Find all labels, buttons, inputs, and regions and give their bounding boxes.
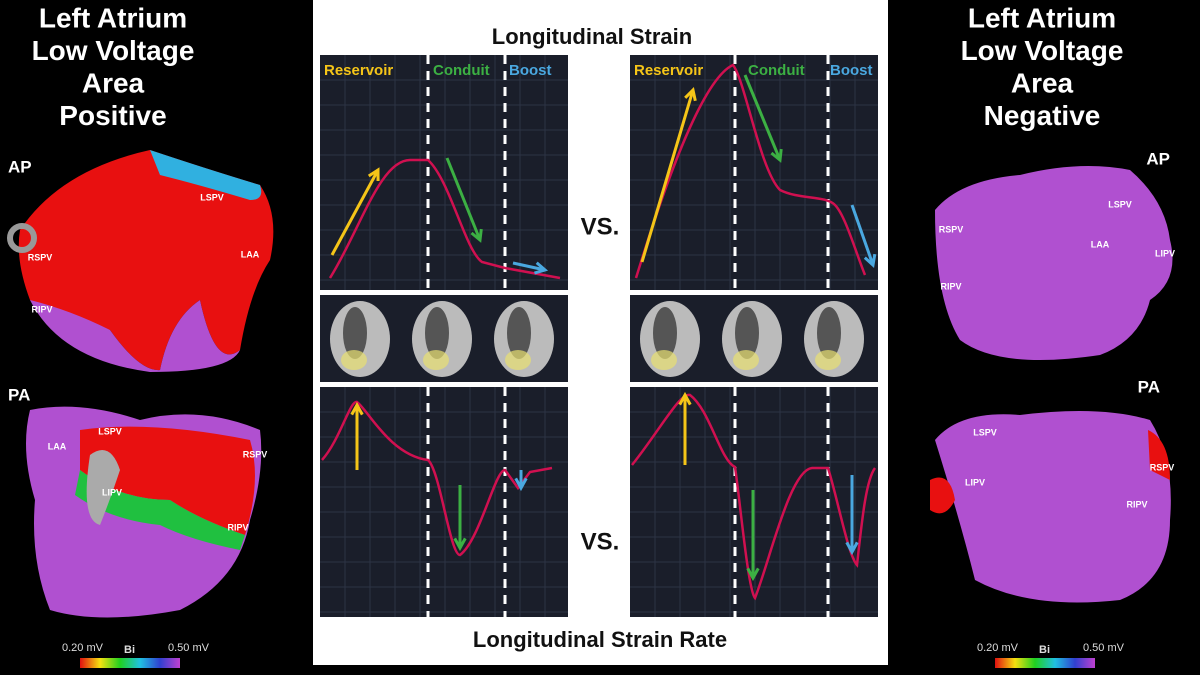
region-label: RSPV [28,252,53,262]
strain-rate-title: Longitudinal Strain Rate [473,627,727,652]
phase-label: Boost [830,62,873,79]
phase-label: Reservoir [634,62,703,79]
region-label: RIPV [940,281,961,291]
strain-curve [634,63,867,279]
region-label: LIPV [1155,248,1175,258]
echo-chamber [817,307,841,359]
phase-label: Conduit [433,62,490,79]
arrow-head [350,401,364,416]
echo-chamber [507,307,531,359]
heart-map [18,150,274,371]
region-label: LAA [48,441,67,451]
scale-name: Bi [124,644,135,656]
arrow-head [746,567,760,582]
region-label: RSPV [243,449,268,459]
atrium-highlight [341,350,367,370]
arrow-head [863,253,877,268]
panel-title: Low Voltage [32,35,195,66]
panel-title: Positive [59,100,166,131]
region-label: LSPV [973,427,997,437]
phase-arrow [445,157,482,241]
panel-title: Negative [984,100,1101,131]
region-label: LSPV [1108,199,1132,209]
panel-title: Left Atrium [968,2,1116,33]
graph-panel [320,55,568,290]
comparison: VS. [581,528,620,555]
phase-arrow [850,204,875,266]
region-label: RIPV [227,522,248,532]
arrow-head [684,87,697,102]
vein [86,450,120,525]
scale-min: 0.20 mV [977,642,1019,654]
heart-map [150,150,262,200]
region-label: LAA [1091,239,1110,249]
arrow-head [453,537,467,552]
region-label: LAA [241,249,260,259]
arrow-head [367,167,380,182]
phase-arrow [512,261,546,272]
heart-map [935,166,1173,360]
region-label: LSPV [98,426,122,436]
atrium-highlight [651,350,677,370]
view-label: AP [8,157,32,176]
color-bar [80,658,180,668]
panel-title: Area [82,67,145,98]
region-label: RIPV [1126,499,1147,509]
arrow-head [514,477,528,492]
scale-min: 0.20 mV [62,642,104,654]
region-label: LSPV [200,192,224,202]
region-label: LIPV [965,477,985,487]
scale-name: Bi [1039,644,1050,656]
heart-map [75,470,245,550]
phase-arrow [330,169,380,256]
color-bar [995,658,1095,668]
atrium-highlight [733,350,759,370]
arrow-head [470,228,483,243]
echo-chamber [425,307,449,359]
phase-label: Reservoir [324,62,393,79]
arrow-head [678,391,692,406]
heart-map [1148,430,1170,480]
comparison: VS. [581,213,620,240]
panel-title: Left Atrium [39,2,187,33]
atrium-highlight [505,350,531,370]
view-label: AP [1146,149,1170,168]
strain-curve [631,393,877,601]
phase-label: Conduit [748,62,805,79]
strain-title: Longitudinal Strain [492,24,692,49]
view-label: PA [1138,377,1160,396]
heart-map [80,426,255,535]
graph-panel [320,387,568,617]
region-label: RIPV [31,304,52,314]
region-label: LIPV [102,487,122,497]
arrow-head [845,541,859,556]
heart-map [935,411,1171,603]
phase-arrow [640,89,695,263]
region-label: RSPV [1150,462,1175,472]
arrow-head [770,148,783,163]
scale-max: 0.50 mV [1083,642,1125,654]
echo-chamber [653,307,677,359]
scale-max: 0.50 mV [168,642,210,654]
arrow-head [534,261,549,275]
phase-label: Boost [509,62,552,79]
echo-chamber [735,307,759,359]
atrium-highlight [423,350,449,370]
panel-title: Low Voltage [961,35,1124,66]
view-label: PA [8,385,30,404]
region-label: RSPV [939,224,964,234]
strain-curve [321,400,553,557]
panel-title: Area [1011,67,1074,98]
heart-map [930,477,955,514]
echo-chamber [343,307,367,359]
phase-arrow [743,74,782,161]
heart-map [30,300,240,372]
vein-ring [7,223,37,253]
atrium-highlight [815,350,841,370]
strain-curve [328,158,561,280]
